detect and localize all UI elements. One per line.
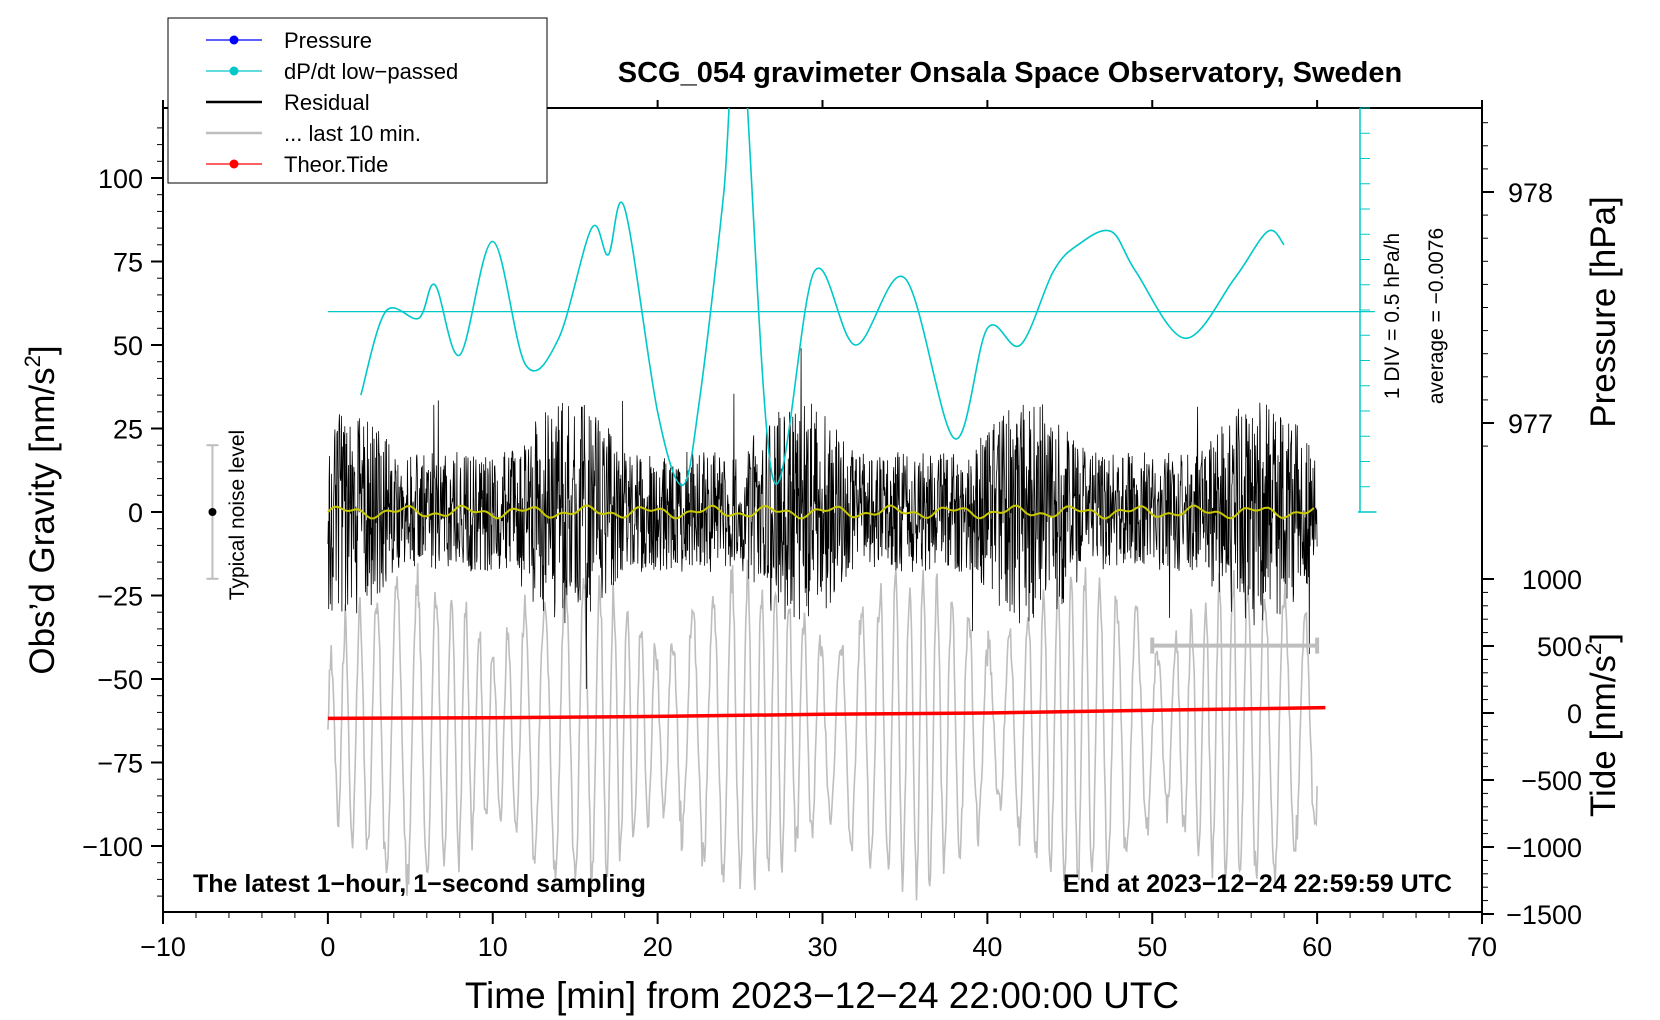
legend-marker [229,159,239,169]
series-layer [206,107,1377,901]
y-left-tick-label: −25 [97,582,143,612]
footer-left-label: The latest 1−hour, 1−second sampling [193,870,646,898]
y-left-tick-label: 100 [98,164,143,194]
y-left-tick-label: 50 [113,331,143,361]
last-10-min-line [327,559,1318,901]
legend-label: Pressure [284,28,372,53]
y-left-tick-label: 25 [113,415,143,445]
y-axis-label-tide-text: Tide [nm/s [1584,655,1623,817]
y-axis-label-left: Obs’d Gravity [nm/s2] [20,345,62,674]
tide-tick-label: 1000 [1522,565,1582,595]
x-tick-label: 20 [643,932,673,962]
y-axis-label-left-sup: 2 [20,355,45,367]
x-tick-label: 70 [1467,932,1497,962]
dpdt-scale-label: 1 DIV = 0.5 hPa/h [1381,233,1404,399]
x-tick-label: 30 [807,932,837,962]
y-axis-label-left-end: ] [23,345,62,355]
y-axis-label-tide: Tide [nm/s2] [1581,633,1623,817]
x-tick-label: 50 [1137,932,1167,962]
noise-center-dot [208,508,217,516]
legend-entries: Pressure dP/dt low−passed Residual ... last… [206,28,458,177]
x-tick-label: 10 [478,932,508,962]
tick-marks [151,100,1494,924]
tide-tick-label: 500 [1537,632,1582,662]
x-axis-label: Time [min] from 2023−12−24 22:00:00 UTC [465,975,1179,1016]
theor-tide-line [327,705,1326,721]
residual-smoothed-line [327,504,1315,520]
tick-labels: −10 0 10 20 30 40 50 60 701007550250−25−50−75−10… [82,164,1582,962]
tide-tick-label: −1500 [1506,900,1582,930]
noise-level-label: Typical noise level [226,430,249,600]
legend: Pressure dP/dt low−passed Residual ... last… [167,17,548,184]
y-left-tick-label: 75 [113,248,143,278]
y-axis-label-tide-sup: 2 [1581,643,1606,655]
y-left-tick-label: −75 [97,749,143,779]
legend-label: Theor.Tide [284,152,388,177]
legend-box [167,17,548,184]
y-left-tick-label: −50 [97,665,143,695]
residual-line [327,348,1318,689]
x-tick-label: 0 [320,932,335,962]
x-tick-label: 40 [972,932,1002,962]
x-tick-label: −10 [140,932,186,962]
legend-label: dP/dt low−passed [284,59,458,84]
legend-marker [229,35,239,45]
pressure-tick-label: 977 [1508,409,1553,439]
dpdt-line [360,108,1285,487]
chart-title: SCG_054 gravimeter Onsala Space Observat… [618,57,1402,89]
y-axis-label-pressure: Pressure [hPa] [1584,196,1623,428]
tide-tick-label: −500 [1521,766,1582,796]
pressure-tick-label: 978 [1508,178,1553,208]
dpdt-average-label: average = −0.0076 [1425,228,1448,404]
footer-right-label: End at 2023−12−24 22:59:59 UTC [1063,870,1452,898]
tide-tick-label: −1000 [1506,833,1582,863]
legend-marker [229,66,239,76]
tide-tick-label: 0 [1567,699,1582,729]
x-tick-label: 60 [1302,932,1332,962]
y-left-tick-label: −100 [82,832,143,862]
y-axis-label-tide-end: ] [1584,633,1623,643]
y-left-tick-label: 0 [128,498,143,528]
legend-label: ... last 10 min. [284,121,421,146]
y-axis-label-left-text: Obs’d Gravity [nm/s [23,367,62,674]
legend-label: Residual [284,90,370,115]
